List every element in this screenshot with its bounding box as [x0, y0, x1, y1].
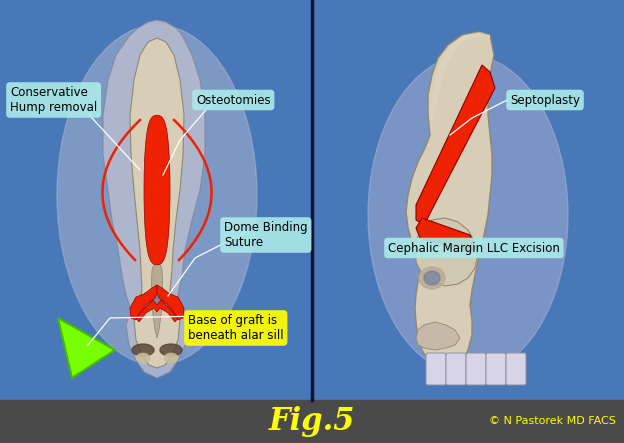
Polygon shape: [416, 218, 476, 252]
Ellipse shape: [368, 55, 568, 375]
Polygon shape: [416, 322, 460, 350]
FancyBboxPatch shape: [486, 353, 506, 385]
FancyBboxPatch shape: [446, 353, 466, 385]
Text: Conservative
Hump removal: Conservative Hump removal: [10, 86, 97, 114]
Polygon shape: [130, 285, 157, 320]
Text: © N Pastorek MD FACS: © N Pastorek MD FACS: [489, 416, 616, 427]
Polygon shape: [130, 38, 184, 368]
Text: Dome Binding
Suture: Dome Binding Suture: [224, 221, 308, 249]
Ellipse shape: [57, 25, 257, 365]
Ellipse shape: [136, 353, 150, 363]
Polygon shape: [406, 32, 494, 372]
Text: Osteotomies: Osteotomies: [196, 93, 271, 106]
Polygon shape: [103, 20, 205, 378]
Bar: [0, 400, 624, 443]
Text: Base of graft is
beneath alar sill: Base of graft is beneath alar sill: [188, 314, 284, 342]
Polygon shape: [416, 218, 478, 286]
Ellipse shape: [419, 267, 445, 289]
Ellipse shape: [424, 271, 440, 285]
Text: Cephalic Margin LLC Excision: Cephalic Margin LLC Excision: [388, 241, 560, 254]
Polygon shape: [131, 290, 183, 320]
FancyBboxPatch shape: [506, 353, 526, 385]
Polygon shape: [157, 285, 184, 320]
Polygon shape: [430, 32, 490, 120]
Polygon shape: [416, 65, 495, 225]
Polygon shape: [144, 115, 170, 265]
Text: Septoplasty: Septoplasty: [510, 93, 580, 106]
Polygon shape: [136, 300, 178, 322]
Ellipse shape: [164, 353, 178, 363]
Ellipse shape: [160, 344, 182, 356]
FancyBboxPatch shape: [466, 353, 486, 385]
Text: Fig.5: Fig.5: [269, 406, 355, 437]
FancyBboxPatch shape: [426, 353, 446, 385]
Ellipse shape: [132, 344, 154, 356]
Polygon shape: [151, 258, 163, 338]
Polygon shape: [58, 318, 115, 378]
